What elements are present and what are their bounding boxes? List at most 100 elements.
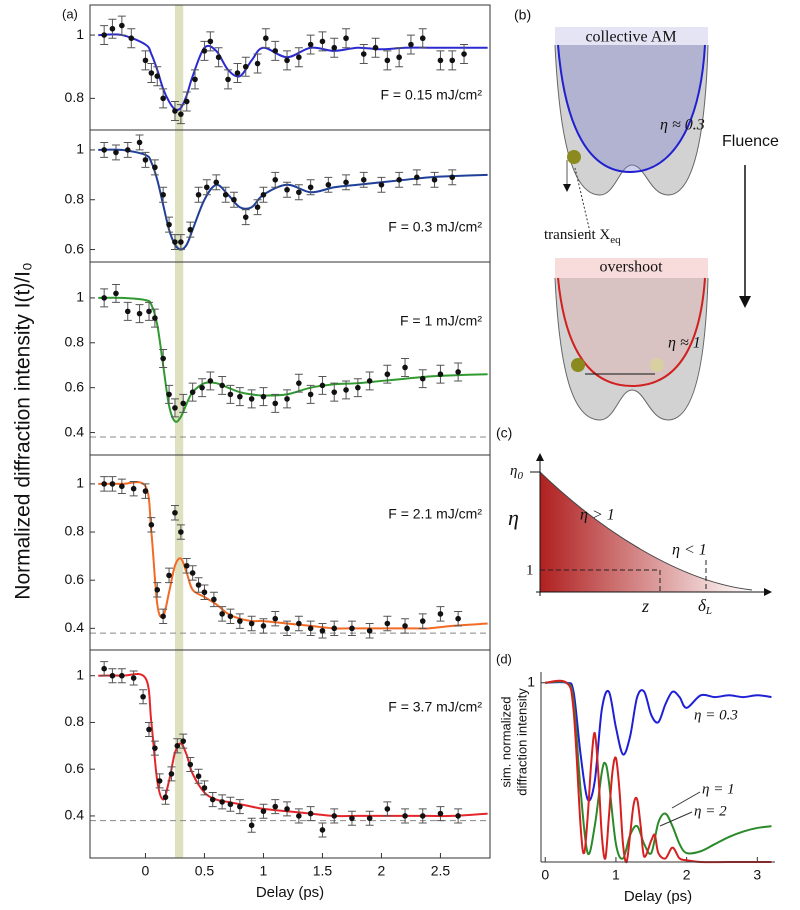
panel-label: (d)	[496, 651, 512, 666]
data-point	[402, 813, 408, 819]
data-point	[248, 822, 255, 829]
data-point	[140, 693, 146, 700]
data-point	[136, 310, 143, 317]
pointer	[574, 167, 591, 233]
frame	[89, 261, 491, 456]
parabola	[557, 44, 706, 174]
data-point	[396, 54, 402, 61]
data-point	[209, 796, 216, 803]
data-point	[211, 596, 217, 603]
data-point	[166, 572, 172, 579]
data-point	[296, 380, 302, 386]
data-point	[192, 76, 198, 83]
data-point	[219, 799, 225, 805]
data-point	[378, 181, 385, 188]
fit-curve	[545, 680, 772, 860]
data-point	[160, 355, 166, 362]
data-point	[343, 387, 349, 393]
data-point	[119, 672, 125, 679]
data-point	[156, 778, 163, 784]
annotation: F = 1 mJ/cm²	[400, 313, 482, 329]
highlight-band	[174, 650, 184, 858]
data-point	[172, 509, 178, 516]
data-point	[148, 70, 155, 76]
data-point	[124, 308, 131, 315]
series-label: η = 1	[702, 781, 735, 797]
fit-curve	[98, 672, 488, 818]
chart-panel: 1 0 1 2 3 η = 0.3 η = 1 η = 2 (d) Delay (ps) sim. …	[496, 651, 775, 905]
ball	[567, 150, 581, 164]
x-axis-label: Delay (ps)	[624, 888, 692, 905]
data-point	[180, 738, 187, 744]
data-point	[431, 177, 438, 183]
ball	[571, 358, 585, 372]
panel-label: (c)	[496, 425, 512, 441]
highlight-band	[174, 5, 184, 130]
y-tick-label: 1	[76, 289, 84, 305]
data-point	[195, 191, 202, 198]
data-point	[237, 393, 243, 400]
chart-panel: 0.4 0.6 0.8 1 0 0.5 1 1.5 2 2.5 F = 3.7 mJ/cm² Dela…	[65, 649, 491, 901]
data-point	[272, 615, 279, 622]
data-point	[225, 76, 231, 83]
data-point	[128, 35, 135, 42]
data-point	[414, 174, 420, 181]
data-point	[437, 810, 444, 817]
annotation: F = 0.15 mJ/cm²	[380, 87, 482, 103]
y-tick-label: 1	[76, 666, 84, 682]
area	[540, 472, 752, 592]
data-point	[272, 48, 279, 54]
data-point	[219, 382, 225, 389]
data-point	[136, 139, 143, 146]
data-point	[384, 806, 391, 812]
y-tick-label: 0.4	[65, 619, 85, 635]
data-point	[284, 396, 290, 402]
highlight-band	[174, 455, 184, 650]
data-point	[296, 813, 302, 819]
annotation: F = 0.3 mJ/cm²	[388, 219, 482, 235]
data-point	[437, 611, 444, 617]
data-point	[204, 184, 210, 191]
x-tick-label: 2	[683, 867, 691, 883]
data-point	[319, 827, 326, 833]
diagram-c: (c) η η0 1 η > 1 η < 1 z δL	[496, 425, 772, 617]
label: 1	[526, 562, 534, 578]
fit-curve	[545, 679, 772, 864]
data-point	[349, 625, 355, 632]
data-point	[113, 290, 119, 297]
frame	[89, 4, 491, 131]
data-point	[130, 485, 137, 492]
data-point	[455, 369, 461, 375]
data-point	[384, 620, 391, 627]
y-tick-label: 1	[527, 673, 535, 689]
data-point	[254, 60, 261, 67]
data-point	[284, 57, 290, 64]
data-point	[419, 618, 426, 624]
data-point	[396, 177, 402, 183]
data-point	[113, 149, 119, 156]
data-point	[284, 625, 290, 632]
data-point	[119, 483, 125, 490]
data-point	[148, 522, 155, 528]
y-tick-label: 0.8	[65, 333, 85, 349]
data-point	[130, 675, 137, 681]
data-point	[142, 57, 149, 64]
data-point	[187, 761, 194, 768]
chart-panel: 0.8 1 F = 0.15 mJ/cm² (a)	[62, 4, 491, 131]
data-point	[360, 51, 367, 57]
x-tick-label: 0.5	[195, 863, 215, 879]
data-point	[296, 189, 302, 196]
data-point	[172, 239, 178, 245]
data-point	[284, 806, 290, 812]
data-point	[263, 35, 269, 42]
data-point	[237, 618, 243, 624]
data-point	[355, 384, 361, 391]
data-point	[207, 378, 214, 384]
data-point	[166, 221, 172, 228]
data-point	[201, 48, 208, 54]
y-tick-label: 1	[76, 26, 84, 42]
data-point	[260, 393, 267, 400]
label: overshoot	[599, 259, 663, 276]
data-point	[215, 54, 222, 61]
label: collective AM	[585, 29, 676, 46]
